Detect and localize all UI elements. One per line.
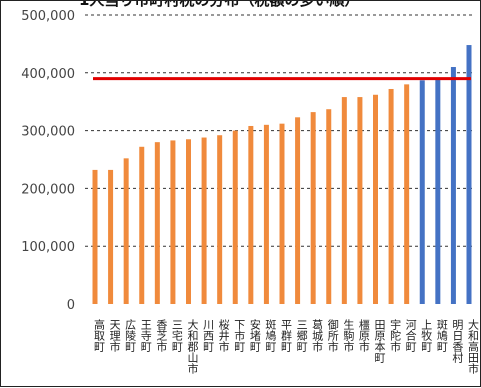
- bar-16: [326, 109, 332, 305]
- bar-19: [373, 94, 378, 304]
- x-tick-label: 平群町: [280, 319, 293, 352]
- bar-3: [123, 158, 129, 304]
- y-tick-label: 100,000: [21, 240, 75, 255]
- bar-8: [201, 137, 207, 304]
- chart-title: 1人当り市町村税の分布（税額の多い順）: [79, 1, 359, 9]
- bar-5: [154, 142, 160, 304]
- x-tick-label: 大和高田市: [467, 318, 480, 375]
- x-tick-label: 安堵町: [248, 318, 261, 352]
- x-tick-label: 下市町: [233, 319, 246, 352]
- x-tick-label: 王寺町: [139, 319, 152, 352]
- x-tick-label: 広陵町: [124, 319, 137, 352]
- x-tick-label: 斑鳩町: [264, 319, 277, 352]
- x-tick-label: 宇陀市: [389, 319, 402, 353]
- y-tick-label: 500,000: [21, 9, 75, 24]
- bar-18: [357, 97, 363, 305]
- bar-10: [232, 130, 238, 304]
- x-tick-label: 天理市: [108, 319, 121, 353]
- x-tick-label: 上牧町: [420, 319, 433, 352]
- bar-24: [450, 67, 456, 305]
- x-tick-label: 桜井市: [217, 318, 230, 353]
- bar-13: [279, 123, 285, 304]
- x-tick-label: 河合町: [404, 319, 417, 352]
- x-axis-labels: 高取町 天理市 広陵町 王寺町 香芝市 三宅町 大和郡山市 川西町 桜井市 下市町 安堵町 斑鳩町 平群…: [93, 318, 480, 375]
- bar-11: [248, 125, 254, 304]
- y-tick-label: 200,000: [21, 182, 75, 197]
- bar-22: [419, 80, 425, 305]
- bar-7: [186, 139, 191, 304]
- bar-23: [435, 78, 441, 304]
- x-tick-label: 生駒市: [342, 318, 355, 353]
- y-axis-ticks: 0 100,000 200,000 300,000 400,000 500,000: [21, 9, 75, 313]
- x-tick-label: 明日香村: [451, 319, 464, 363]
- x-tick-label: 斑鳩町: [435, 319, 448, 352]
- x-tick-label: 高取町: [93, 318, 106, 352]
- x-tick-label: 三宅町: [170, 319, 183, 352]
- bar-14: [295, 117, 301, 304]
- x-tick-label: 香芝市: [155, 319, 168, 353]
- bar-6: [170, 140, 176, 304]
- bar-9: [217, 135, 223, 304]
- x-tick-label: 御所市: [326, 318, 339, 353]
- bar-4: [139, 146, 145, 304]
- x-tick-label: 田原本町: [373, 319, 386, 363]
- y-tick-label: 300,000: [21, 125, 75, 140]
- bar-20: [388, 88, 394, 304]
- bar-21: [404, 84, 410, 304]
- y-tick-label: 0: [67, 298, 75, 313]
- bar-25: [466, 45, 472, 304]
- bar-17: [341, 97, 347, 305]
- x-tick-label: 三郷町: [295, 319, 308, 352]
- x-tick-label: 橿原市: [357, 319, 370, 353]
- x-tick-label: 葛城市: [311, 319, 324, 353]
- y-tick-label: 400,000: [21, 67, 75, 82]
- bar-2: [108, 169, 114, 304]
- bars: [92, 45, 472, 305]
- bar-15: [310, 112, 316, 304]
- bar-1: [92, 169, 98, 304]
- x-tick-label: 川西町: [202, 319, 215, 352]
- x-tick-label: 大和郡山市: [186, 318, 199, 375]
- bar-12: [263, 124, 269, 304]
